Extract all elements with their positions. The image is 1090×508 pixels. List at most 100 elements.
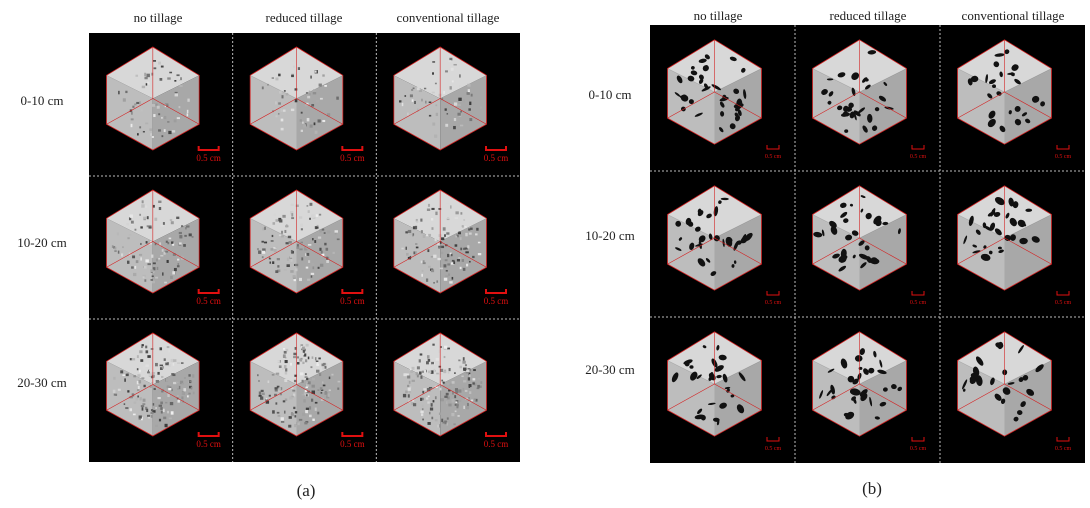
scale-bar	[341, 289, 364, 294]
cube-render-20-30cm-conventional-tillage: 0.5 cm	[393, 332, 508, 449]
row-label-10-20: 10-20 cm	[17, 235, 67, 250]
cube-face	[1004, 214, 1052, 291]
cube-render-0-10cm-conventional-tillage: 0.5 cm	[393, 46, 509, 163]
cube-render-20-30cm-reduced-tillage: 0.5 cm	[812, 331, 927, 452]
cube-grid-svg: 0.5 cm 0.5 cm 0.5 cm 0.5 cm 0.5 cm 0.5 cm 0.5 …	[89, 33, 520, 462]
cube-face	[296, 218, 343, 293]
cube-face	[667, 214, 715, 291]
scale-bar-label: 0.5 cm	[1055, 446, 1072, 452]
cube-outline	[957, 331, 1052, 437]
scale-bar	[1056, 291, 1070, 296]
cube-grid-svg: 0.5 cm 0.5 cm 0.5 cm 0.5 cm 0.5 cm 0.5 cm 0.5 …	[650, 25, 1085, 463]
column-header-conventional-tillage: conventional tillage	[396, 10, 500, 25]
scale-bar	[766, 437, 780, 442]
column-header-no-tillage: no tillage	[133, 10, 183, 25]
cube-face	[859, 68, 907, 145]
scale-bar-label: 0.5 cm	[910, 154, 927, 160]
cube-face	[859, 360, 907, 437]
scale-bar	[485, 432, 507, 437]
cube-outline	[106, 332, 200, 437]
cube-outline	[812, 185, 907, 291]
row-label-0-10: 0-10 cm	[588, 87, 632, 102]
cube-render-20-30cm-no-tillage: 0.5 cm	[667, 331, 782, 452]
scale-bar-label: 0.5 cm	[765, 154, 782, 160]
scale-bar-label: 0.5 cm	[1055, 300, 1072, 306]
cube-render-10-20cm-conventional-tillage: 0.5 cm	[957, 185, 1072, 306]
column-header-conventional-tillage: conventional tillage	[961, 8, 1065, 23]
column-header-no-tillage: no tillage	[693, 8, 743, 23]
image-grid-b: 0.5 cm 0.5 cm 0.5 cm 0.5 cm 0.5 cm 0.5 cm 0.5 …	[650, 25, 1085, 463]
cube-render-20-30cm-no-tillage: 0.5 cm	[106, 332, 221, 449]
row-label-10-20: 10-20 cm	[585, 228, 635, 243]
cube-render-0-10cm-no-tillage: 0.5 cm	[106, 46, 221, 163]
scale-bar-label: 0.5 cm	[484, 296, 509, 306]
cube-render-0-10cm-no-tillage: 0.5 cm	[667, 39, 782, 160]
scale-bar	[911, 291, 925, 296]
image-grid-a: 0.5 cm 0.5 cm 0.5 cm 0.5 cm 0.5 cm 0.5 cm 0.5 …	[89, 33, 520, 462]
cube-render-0-10cm-conventional-tillage: 0.5 cm	[957, 39, 1072, 160]
scale-bar-label: 0.5 cm	[1055, 154, 1072, 160]
cube-outline	[249, 189, 344, 294]
scale-bar-label: 0.5 cm	[765, 300, 782, 306]
cube-outline	[393, 189, 487, 294]
scale-bar-label: 0.5 cm	[340, 296, 365, 306]
cube-outline	[249, 332, 344, 437]
cube-render-10-20cm-reduced-tillage: 0.5 cm	[249, 189, 365, 306]
cube-face	[859, 214, 907, 291]
cube-face	[957, 214, 1005, 291]
cube-render-10-20cm-no-tillage: 0.5 cm	[667, 185, 782, 306]
cube-face	[250, 75, 297, 150]
cube-render-0-10cm-reduced-tillage: 0.5 cm	[812, 39, 927, 160]
row-label-20-30: 20-30 cm	[585, 362, 635, 377]
cube-face	[1004, 68, 1052, 145]
cube-outline	[812, 331, 907, 437]
cube-outline	[667, 331, 762, 437]
cube-outline	[957, 39, 1052, 145]
row-label-0-10: 0-10 cm	[20, 93, 64, 108]
scale-bar-label: 0.5 cm	[196, 296, 221, 306]
cube-face	[393, 218, 441, 293]
cube-outline	[667, 39, 762, 145]
caption-b: (b)	[862, 479, 882, 498]
cube-face	[393, 361, 441, 436]
scale-bar-label: 0.5 cm	[196, 153, 221, 163]
cube-render-10-20cm-no-tillage: 0.5 cm	[106, 189, 221, 306]
cube-render-10-20cm-reduced-tillage: 0.5 cm	[812, 185, 927, 306]
cube-render-20-30cm-reduced-tillage: 0.5 cm	[249, 332, 365, 449]
scale-bar-label: 0.5 cm	[340, 439, 365, 449]
cube-face	[250, 218, 297, 293]
cube-outline	[106, 189, 200, 294]
cube-outline	[667, 185, 762, 291]
cube-render-20-30cm-conventional-tillage: 0.5 cm	[957, 331, 1072, 452]
scale-bar-label: 0.5 cm	[765, 446, 782, 452]
scale-bar	[197, 289, 220, 294]
scale-bar-label: 0.5 cm	[340, 153, 365, 163]
scale-bar	[1056, 145, 1070, 150]
cube-outline	[812, 39, 907, 145]
cube-outline	[957, 185, 1052, 291]
cube-face	[152, 218, 200, 293]
cube-face	[393, 75, 441, 150]
scale-bar	[341, 432, 364, 437]
scale-bar-label: 0.5 cm	[910, 446, 927, 452]
scale-bar-label: 0.5 cm	[910, 300, 927, 306]
scale-bar	[485, 146, 507, 151]
cube-face	[667, 68, 715, 145]
scale-bar	[766, 291, 780, 296]
cube-face	[812, 68, 860, 145]
column-header-reduced-tillage: reduced tillage	[265, 10, 343, 25]
scale-bar-label: 0.5 cm	[196, 439, 221, 449]
scale-bar	[197, 146, 220, 151]
cube-outline	[393, 332, 487, 437]
scale-bar	[911, 437, 925, 442]
column-header-reduced-tillage: reduced tillage	[829, 8, 907, 23]
row-label-20-30: 20-30 cm	[17, 375, 67, 390]
cube-face	[296, 75, 343, 150]
cube-face	[440, 75, 487, 150]
cube-render-10-20cm-conventional-tillage: 0.5 cm	[393, 189, 509, 306]
scale-bar-label: 0.5 cm	[484, 153, 509, 163]
cube-face	[440, 218, 487, 293]
scale-bar	[911, 145, 925, 150]
cube-outline	[106, 46, 200, 151]
cube-outline	[249, 46, 344, 151]
